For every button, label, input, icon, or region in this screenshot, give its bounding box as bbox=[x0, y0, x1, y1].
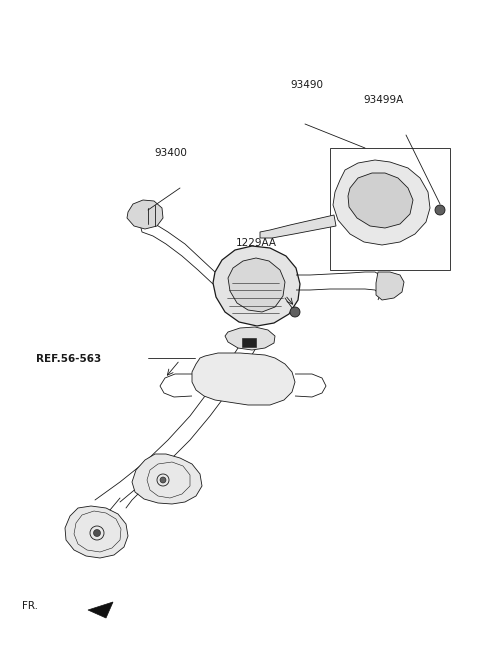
Polygon shape bbox=[348, 173, 413, 228]
Circle shape bbox=[435, 205, 445, 215]
Text: REF.56-563: REF.56-563 bbox=[36, 354, 101, 364]
Polygon shape bbox=[65, 506, 128, 558]
Polygon shape bbox=[228, 258, 285, 312]
Text: 93490: 93490 bbox=[291, 80, 324, 91]
Circle shape bbox=[290, 307, 300, 317]
Polygon shape bbox=[192, 353, 295, 405]
Polygon shape bbox=[260, 215, 336, 238]
Polygon shape bbox=[225, 327, 275, 350]
Polygon shape bbox=[376, 272, 404, 300]
Polygon shape bbox=[132, 454, 202, 504]
Circle shape bbox=[94, 529, 100, 537]
Polygon shape bbox=[213, 246, 300, 326]
Text: 1229AA: 1229AA bbox=[236, 237, 277, 248]
Circle shape bbox=[160, 477, 166, 483]
Polygon shape bbox=[88, 602, 113, 618]
Text: 93400: 93400 bbox=[154, 148, 187, 158]
Text: FR.: FR. bbox=[22, 601, 37, 611]
Polygon shape bbox=[127, 200, 163, 229]
Text: 93499A: 93499A bbox=[364, 95, 404, 106]
Polygon shape bbox=[333, 160, 430, 245]
Bar bbox=[242, 338, 256, 347]
